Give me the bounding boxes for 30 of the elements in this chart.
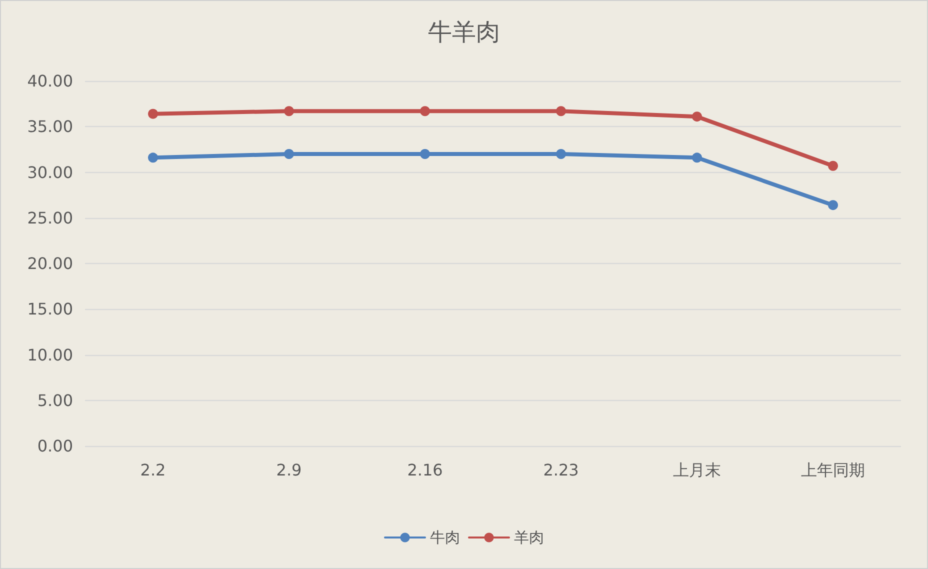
y-tick-label: 35.00 (27, 117, 73, 136)
point (556, 106, 566, 116)
y-tick-label: 10.00 (27, 345, 73, 364)
y-tick-label: 0.00 (37, 436, 73, 456)
chart-title: 牛羊肉 (428, 18, 500, 46)
y-tick-label: 15.00 (27, 300, 73, 319)
point (284, 106, 294, 116)
y-tick-label: 20.00 (27, 254, 73, 273)
y-tick-label: 30.00 (27, 162, 73, 182)
y-tick-label: 5.00 (37, 390, 73, 410)
point (420, 106, 430, 116)
y-tick-label: 25.00 (27, 208, 73, 228)
x-tick-label: 上月末 (673, 460, 721, 480)
legend-label: 牛肉 (430, 528, 460, 546)
point (828, 160, 838, 171)
point (148, 108, 158, 119)
x-tick-label: 上年同期 (801, 460, 865, 480)
point (420, 149, 430, 159)
point (284, 149, 294, 159)
x-tick-label: 2.2 (140, 460, 166, 480)
point (692, 152, 702, 163)
x-tick-label: 2.23 (543, 460, 579, 480)
point (148, 152, 158, 163)
point (556, 149, 566, 159)
x-tick-label: 2.9 (276, 460, 302, 480)
point (828, 200, 838, 210)
x-tick-label: 2.16 (407, 460, 443, 480)
point (692, 112, 702, 122)
y-tick-label: 40.00 (27, 72, 73, 90)
legend-label: 羊肉 (514, 528, 544, 546)
